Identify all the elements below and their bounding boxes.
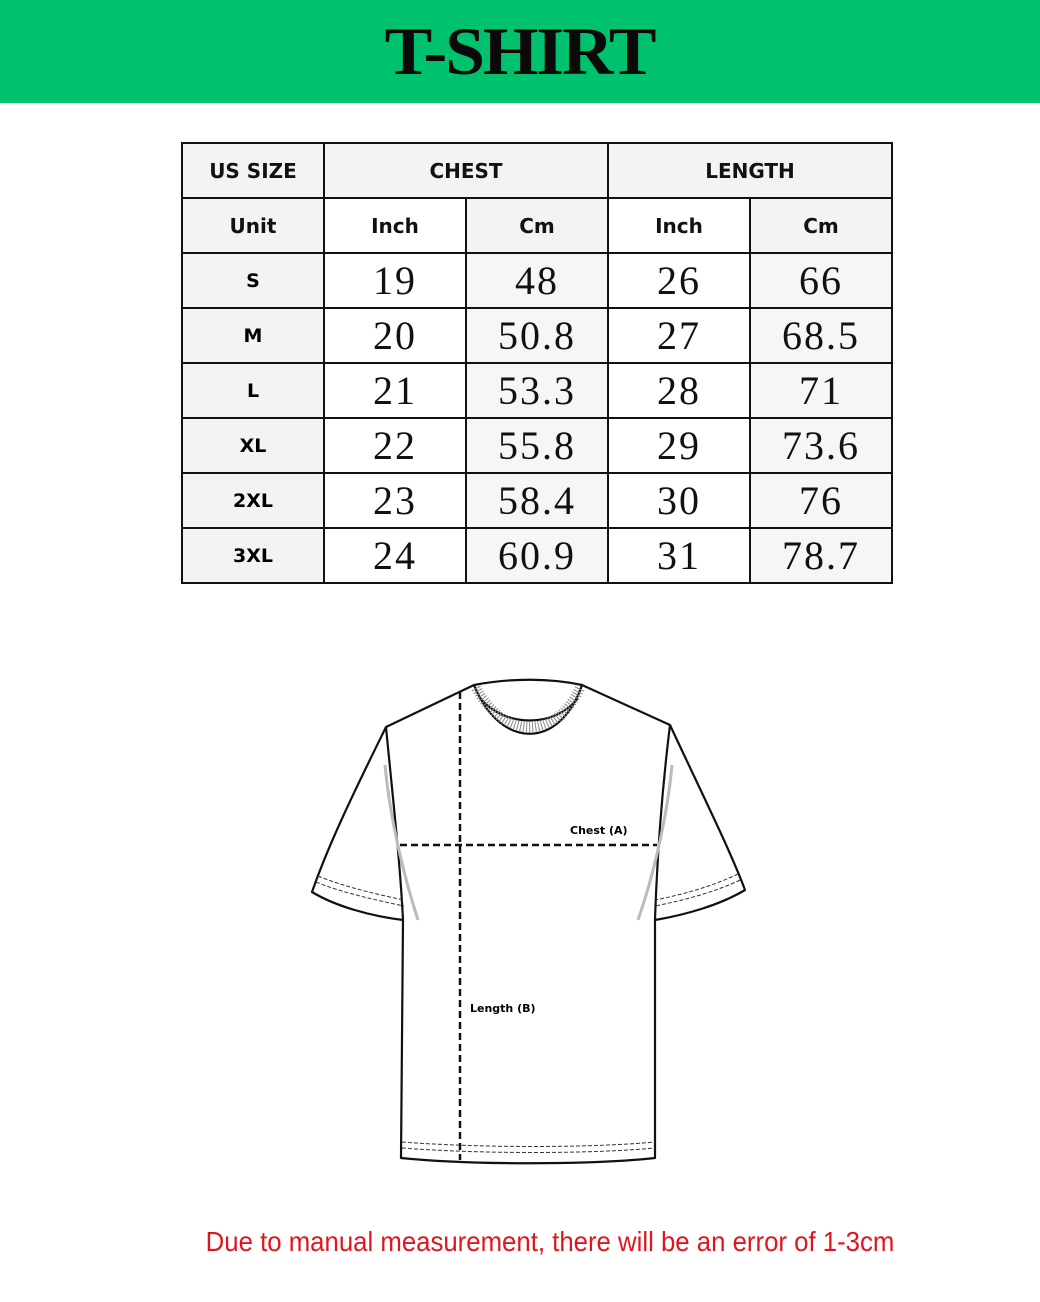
- cell-length-cm: 68.5: [749, 307, 893, 364]
- cell-chest-inch: 19: [323, 252, 467, 309]
- measurement-note: Due to manual measurement, there will be…: [205, 1226, 895, 1257]
- cell-chest-cm: 55.8: [465, 417, 609, 474]
- table-row: 2XL 23 58.4 30 76: [181, 472, 893, 529]
- cell-chest-cm: 58.4: [465, 472, 609, 529]
- cell-length-cm: 73.6: [749, 417, 893, 474]
- unit-length-inch: Inch: [607, 197, 751, 254]
- title-banner: T-SHIRT: [0, 0, 1040, 103]
- cell-length-inch: 31: [607, 527, 751, 584]
- cell-length-cm: 78.7: [749, 527, 893, 584]
- cell-length-inch: 27: [607, 307, 751, 364]
- cell-size: 2XL: [181, 472, 325, 529]
- cell-size: L: [181, 362, 325, 419]
- table-row: M 20 50.8 27 68.5: [181, 307, 893, 364]
- size-chart-table: US SIZE CHEST LENGTH Unit Inch Cm Inch C…: [181, 142, 893, 584]
- cell-chest-cm: 60.9: [465, 527, 609, 584]
- cell-length-inch: 28: [607, 362, 751, 419]
- header-length: LENGTH: [607, 142, 893, 199]
- cell-length-cm: 76: [749, 472, 893, 529]
- cell-size: S: [181, 252, 325, 309]
- cell-chest-cm: 48: [465, 252, 609, 309]
- right-armhole: [653, 724, 672, 921]
- cell-chest-inch: 23: [323, 472, 467, 529]
- header-chest: CHEST: [323, 142, 609, 199]
- table-row: XL 22 55.8 29 73.6: [181, 417, 893, 474]
- cell-length-inch: 29: [607, 417, 751, 474]
- cell-chest-inch: 20: [323, 307, 467, 364]
- collar-inner: [479, 697, 579, 722]
- chest-label: Chest (A): [570, 824, 628, 837]
- page-title: T-SHIRT: [385, 13, 657, 89]
- cell-length-cm: 66: [749, 252, 893, 309]
- cell-size: 3XL: [181, 527, 325, 584]
- cell-chest-cm: 53.3: [465, 362, 609, 419]
- cell-size: XL: [181, 417, 325, 474]
- tshirt-outline: [310, 678, 747, 1165]
- cell-length-inch: 26: [607, 252, 751, 309]
- group-header-row: US SIZE CHEST LENGTH: [181, 142, 893, 199]
- cell-size: M: [181, 307, 325, 364]
- unit-label: Unit: [181, 197, 325, 254]
- unit-chest-cm: Cm: [465, 197, 609, 254]
- cell-length-inch: 30: [607, 472, 751, 529]
- table-row: 3XL 24 60.9 31 78.7: [181, 527, 893, 584]
- table-row: S 19 48 26 66: [181, 252, 893, 309]
- length-label: Length (B): [470, 1002, 536, 1015]
- header-us-size: US SIZE: [181, 142, 325, 199]
- table-row: L 21 53.3 28 71: [181, 362, 893, 419]
- cell-chest-inch: 22: [323, 417, 467, 474]
- cell-length-cm: 71: [749, 362, 893, 419]
- left-armhole: [384, 726, 405, 921]
- unit-length-cm: Cm: [749, 197, 893, 254]
- cell-chest-inch: 21: [323, 362, 467, 419]
- unit-row: Unit Inch Cm Inch Cm: [181, 197, 893, 254]
- cell-chest-inch: 24: [323, 527, 467, 584]
- tshirt-diagram: Chest (A) Length (B): [310, 678, 747, 1165]
- cell-chest-cm: 50.8: [465, 307, 609, 364]
- unit-chest-inch: Inch: [323, 197, 467, 254]
